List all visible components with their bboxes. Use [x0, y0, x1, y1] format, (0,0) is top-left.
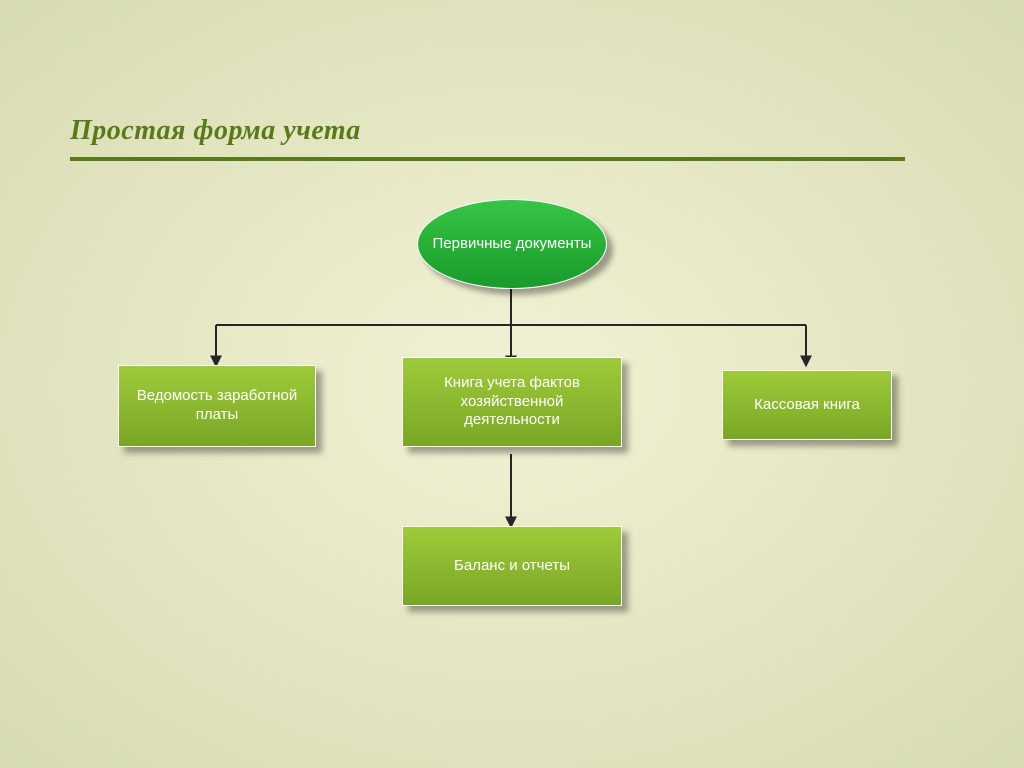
- node-root-label: Первичные документы: [433, 235, 592, 254]
- node-cashbook-label: Кассовая книга: [754, 396, 860, 415]
- node-payroll-sheet: Ведомость заработной платы: [118, 365, 316, 447]
- slide: Простая форма учета Первичные документы …: [0, 0, 1024, 768]
- title-underline: [70, 157, 905, 161]
- node-cash-book: Кассовая книга: [722, 370, 892, 440]
- node-ledger-book: Книга учета фактов хозяйственной деятель…: [402, 357, 622, 447]
- node-balance-reports: Баланс и отчеты: [402, 526, 622, 606]
- slide-title: Простая форма учета: [70, 115, 905, 157]
- title-block: Простая форма учета: [70, 115, 905, 161]
- node-payroll-label: Ведомость заработной платы: [133, 387, 301, 425]
- node-ledger-label: Книга учета фактов хозяйственной деятель…: [417, 374, 607, 430]
- node-root-ellipse: Первичные документы: [417, 199, 607, 289]
- node-balance-label: Баланс и отчеты: [454, 557, 570, 576]
